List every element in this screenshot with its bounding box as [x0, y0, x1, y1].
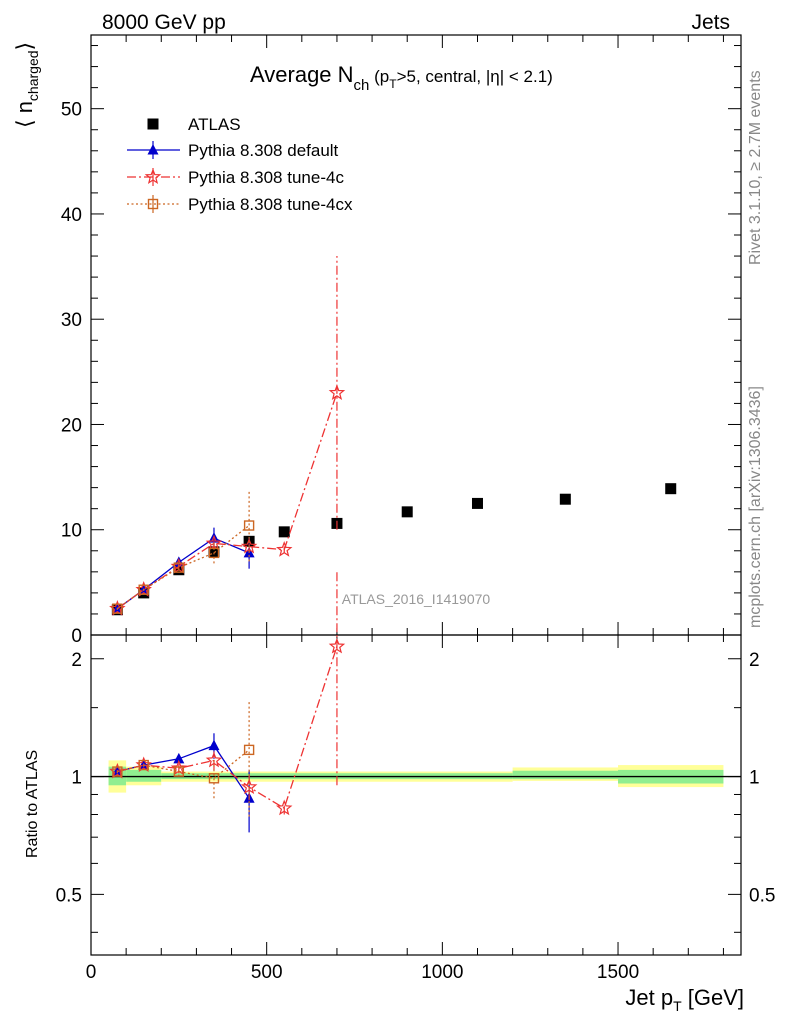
ylabel-right: ⟩: [12, 42, 37, 51]
legend-label: ATLAS: [188, 115, 241, 134]
title-sub2: T: [389, 77, 397, 91]
ratio-point: [328, 637, 346, 654]
ratio-tick-label-right: 2: [749, 650, 760, 671]
data-point: [112, 603, 123, 614]
y-tick-label: 40: [61, 205, 82, 226]
ratio-frame: [90, 634, 742, 956]
mcplots-credit-label: mcplots.cern.ch [arXiv:1306.3436]: [747, 386, 764, 628]
ratio-point: [243, 744, 255, 756]
xlabel-sub: T: [673, 998, 682, 1014]
data-point: [278, 526, 290, 538]
analysis-watermark: ATLAS_2016_I1419070: [342, 591, 491, 607]
legend-item-pythia-8-308-tune-4cx: Pythia 8.308 tune-4cx: [127, 195, 353, 214]
ratio-point: [276, 799, 293, 816]
y-tick-label: 50: [61, 100, 82, 121]
ratio-plot-area: 0.5 0.5 1 1 2 2: [56, 634, 775, 956]
data-point: [205, 534, 223, 551]
ratio-point: [173, 766, 185, 777]
y-tick-label: 10: [61, 521, 82, 542]
legend-item-pythia-8-308-tune-4c: Pythia 8.308 tune-4c: [127, 168, 344, 187]
series-pythia-8-308-tune-4cx: [112, 489, 255, 614]
series-pythia-8-308-tune-4c: [109, 256, 346, 616]
series-line: [117, 524, 250, 610]
plot-title: Average Nch (pT>5, central, |η| < 2.1): [250, 62, 553, 94]
data-point: [328, 384, 346, 400]
data-point: [471, 497, 483, 509]
legend-marker: [147, 144, 159, 155]
series-line: [117, 392, 338, 610]
uncertainty-band-inner: [126, 769, 162, 782]
title-main: Average N: [250, 62, 354, 87]
y-axis-label: ⟨ ncharged⟩: [12, 42, 41, 128]
rivet-version-label: Rivet 3.1.10, ≥ 2.7M events: [747, 70, 764, 265]
x-tick-label: 1000: [421, 962, 463, 983]
header-process: Jets: [691, 11, 730, 34]
ratio-tick-label-right: 1: [749, 768, 760, 789]
ratio-tick-label: 2: [71, 650, 82, 671]
ratio-series-pythia-8-308-tune-4cx: [112, 702, 255, 817]
ylabel-sub: charged: [25, 50, 41, 101]
xlabel-main: Jet p: [625, 985, 673, 1010]
ratio-tick-label: 1: [71, 768, 82, 789]
legend-item-pythia-8-308-default: Pythia 8.308 default: [127, 141, 339, 160]
legend-label: Pythia 8.308 default: [188, 141, 339, 160]
legend-item-atlas: ATLAS: [147, 115, 241, 134]
ratio-y-axis-label: Ratio to ATLAS: [24, 750, 41, 858]
ratio-point: [208, 739, 220, 751]
ratio-tick-label-right: 0.5: [749, 885, 775, 906]
xlabel-rest: [GeV]: [682, 985, 744, 1010]
x-tick-label: 1500: [597, 962, 639, 983]
uncertainty-band-inner: [512, 770, 619, 780]
title-rest2: >5, central, |η| < 2.1): [397, 67, 553, 86]
data-point: [401, 506, 413, 518]
legend-marker: [147, 198, 159, 210]
x-tick-label: 500: [251, 962, 283, 983]
data-point: [173, 562, 185, 573]
ratio-point: [205, 751, 223, 768]
x-axis-label: Jet pT [GeV]: [625, 985, 744, 1014]
ratio-point: [138, 759, 149, 771]
data-point: [243, 520, 255, 531]
ratio-point: [240, 778, 258, 795]
y-tick-label: 0: [71, 626, 82, 647]
ratio-line: [117, 749, 250, 779]
legend-label: Pythia 8.308 tune-4c: [188, 168, 344, 187]
ylabel-left: ⟨ n: [12, 101, 37, 128]
ratio-point: [208, 773, 220, 784]
data-point: [665, 483, 677, 495]
legend: ATLAS Pythia 8.308 default Pythia 8.308 tu…: [127, 115, 353, 214]
legend-marker: [147, 118, 159, 130]
ratio-tick-label: 0.5: [56, 885, 82, 906]
legend-label: Pythia 8.308 tune-4cx: [188, 195, 353, 214]
ratio-point: [112, 766, 123, 777]
legend-marker: [144, 168, 162, 185]
data-point: [559, 493, 571, 505]
data-point: [208, 546, 220, 558]
y-tick-label: 30: [61, 310, 82, 331]
x-tick-label: 0: [86, 962, 97, 983]
y-tick-label: 20: [61, 415, 82, 436]
main-plot-area: 0 500 1000 1500 0 10 20 30 40 50: [61, 34, 742, 983]
title-sub: ch: [354, 77, 370, 94]
header-collision: 8000 GeV pp: [102, 11, 226, 34]
data-point: [138, 584, 149, 595]
data-point: [276, 541, 293, 557]
title-rest1: (p: [369, 67, 389, 86]
ratio-point: [173, 752, 185, 764]
data-point: [240, 537, 258, 554]
series-layer: [109, 256, 677, 833]
data-point: [208, 547, 220, 559]
